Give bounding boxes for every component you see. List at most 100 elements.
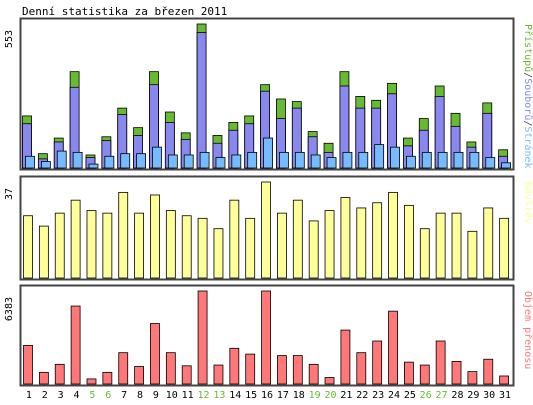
bar-kbytes-day-24 — [388, 310, 398, 385]
bar-pages-day-15 — [247, 151, 258, 169]
bar-pages-day-12 — [199, 151, 210, 169]
bar-visits-day-17 — [277, 212, 287, 279]
y-max-label-top: 553 — [4, 30, 15, 48]
bar-kbytes-day-14 — [229, 347, 240, 385]
bar-visits-day-20 — [324, 210, 335, 279]
bar-kbytes-day-3 — [54, 363, 65, 385]
x-tick-label-day-17: 17 — [277, 390, 289, 401]
panel-frame-top — [19, 17, 515, 171]
bar-pages-day-14 — [231, 154, 242, 169]
legend-entry-bottom-0: Objem přenosu — [522, 291, 533, 369]
x-tick-label-day-28: 28 — [451, 390, 463, 401]
bar-pages-day-16 — [263, 137, 273, 169]
x-tick-label-day-22: 22 — [356, 390, 368, 401]
bar-kbytes-day-20 — [324, 377, 335, 385]
bar-visits-day-24 — [388, 191, 398, 279]
bar-kbytes-day-28 — [451, 361, 462, 385]
x-axis-day-labels: 1 2 3 4 5 6 7 8 9 10 11 12 13 14 15 16 17 18 19 20 21 22 23 24 2… — [26, 390, 511, 401]
x-tick-label-day-2: 2 — [42, 390, 48, 401]
bar-visits-day-29 — [467, 230, 478, 279]
bar-kbytes-day-17 — [277, 355, 287, 385]
x-tick-label-day-29: 29 — [467, 390, 479, 401]
x-tick-label-day-16: 16 — [261, 390, 273, 401]
x-tick-label-day-8: 8 — [137, 390, 143, 401]
legend-entry-top-3: / — [522, 120, 533, 126]
x-tick-label-day-7: 7 — [121, 390, 127, 401]
x-tick-label-day-27: 27 — [436, 390, 448, 401]
bar-pages-day-3 — [56, 150, 67, 169]
bar-pages-day-5 — [88, 163, 99, 169]
legend-top: Přístupů/Souborů/Stránek — [522, 24, 533, 169]
bar-pages-day-28 — [453, 151, 464, 169]
bar-kbytes-day-2 — [38, 371, 49, 385]
bar-pages-day-23 — [374, 144, 385, 169]
chart-title: Denní statistika za březen 2011 — [22, 5, 227, 18]
bar-kbytes-day-22 — [356, 352, 367, 385]
bar-pages-day-18 — [294, 151, 305, 169]
x-tick-label-day-23: 23 — [372, 390, 384, 401]
x-tick-label-day-24: 24 — [388, 390, 400, 401]
x-tick-label-day-18: 18 — [293, 390, 305, 401]
bar-kbytes-day-30 — [483, 358, 494, 385]
bar-visits-day-12 — [197, 217, 208, 279]
bar-kbytes-day-12 — [197, 290, 208, 385]
bar-kbytes-day-7 — [118, 352, 129, 385]
bar-files-day-12 — [196, 32, 207, 169]
x-tick-label-day-5: 5 — [89, 390, 95, 401]
panel-frame-middle — [19, 175, 515, 281]
x-tick-label-day-14: 14 — [229, 390, 241, 401]
bar-pages-day-27 — [437, 151, 448, 169]
bar-pages-day-20 — [326, 157, 337, 169]
bar-visits-day-21 — [340, 197, 351, 279]
legend-entry-top-2: Souborů — [522, 78, 533, 120]
x-tick-label-day-3: 3 — [58, 390, 64, 401]
x-tick-label-day-19: 19 — [309, 390, 321, 401]
x-tick-label-day-6: 6 — [105, 390, 111, 401]
bar-visits-day-23 — [372, 202, 383, 279]
x-tick-label-day-30: 30 — [483, 390, 495, 401]
panel-hits-files-pages: 553 Přístupů/Souborů/Stránek — [4, 17, 533, 171]
bar-visits-day-18 — [292, 199, 303, 279]
bar-visits-day-31 — [499, 217, 510, 279]
bar-pages-day-13 — [215, 157, 226, 169]
x-tick-label-day-10: 10 — [166, 390, 178, 401]
bar-visits-day-10 — [165, 210, 176, 279]
panel-kbytes: 6383 Objem přenosu — [4, 284, 533, 387]
bar-kbytes-day-8 — [134, 366, 144, 385]
bar-kbytes-day-15 — [245, 353, 256, 385]
bar-visits-day-4 — [70, 199, 81, 279]
bar-pages-day-7 — [120, 153, 131, 169]
y-max-label-bottom: 6383 — [4, 297, 15, 321]
bar-pages-day-1 — [25, 155, 35, 169]
bar-kbytes-day-1 — [23, 344, 33, 385]
bar-pages-day-10 — [167, 154, 178, 169]
bar-pages-day-6 — [104, 155, 115, 169]
bar-pages-day-29 — [469, 151, 480, 169]
bar-visits-day-30 — [483, 207, 494, 279]
bar-kbytes-day-6 — [102, 371, 113, 385]
bar-pages-day-11 — [183, 154, 194, 169]
bar-visits-day-19 — [308, 220, 319, 279]
bar-pages-day-22 — [358, 151, 369, 169]
panel-visits: 37 Návštěv — [4, 175, 533, 281]
bar-pages-day-26 — [421, 151, 432, 169]
legend-middle: Návštěv — [522, 182, 533, 224]
bar-visits-day-27 — [435, 212, 446, 279]
bar-pages-day-31 — [501, 162, 512, 169]
bar-pages-day-30 — [485, 157, 496, 169]
bar-kbytes-day-10 — [165, 352, 176, 385]
bar-pages-day-21 — [342, 151, 353, 169]
bar-visits-day-22 — [356, 207, 367, 279]
legend-entry-top-1: / — [522, 72, 533, 78]
bar-visits-day-13 — [213, 228, 224, 279]
bar-kbytes-day-29 — [467, 371, 478, 385]
legend-bottom: Objem přenosu — [522, 291, 533, 369]
bar-visits-day-28 — [451, 212, 462, 279]
x-tick-label-day-4: 4 — [74, 390, 80, 401]
bar-pages-day-9 — [152, 146, 162, 169]
bar-pages-day-4 — [72, 151, 83, 169]
panel-frame-bottom — [19, 284, 515, 387]
bar-pages-day-2 — [40, 161, 51, 169]
bar-pages-day-24 — [390, 146, 400, 169]
